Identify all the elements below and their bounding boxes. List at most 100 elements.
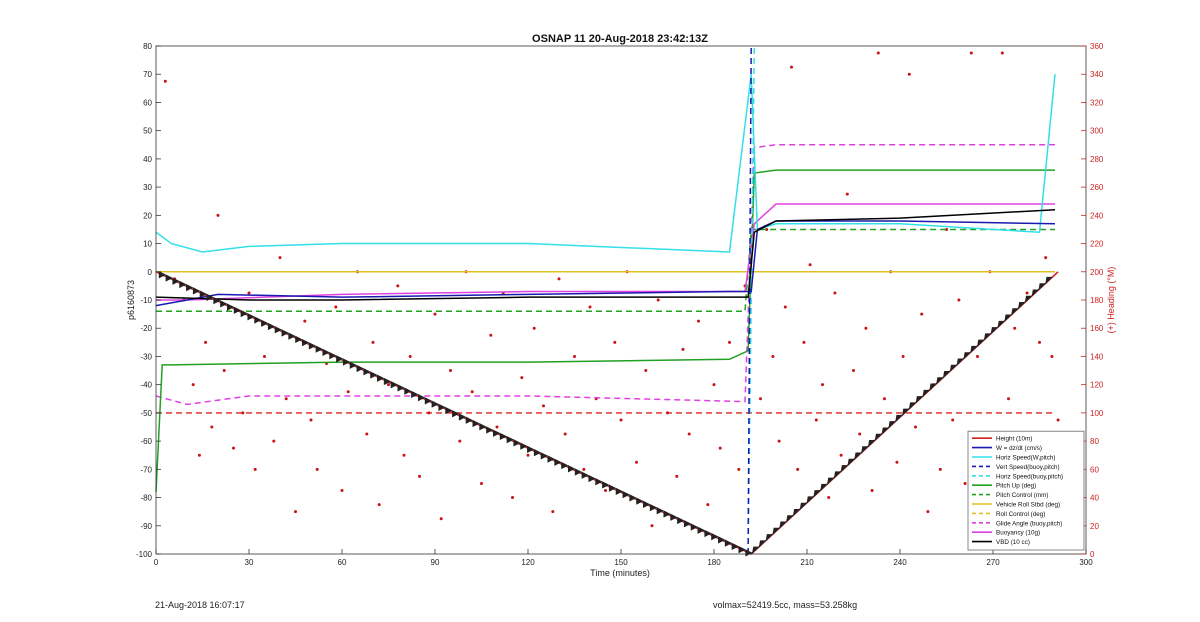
heading-point [526,453,530,457]
heading-point [588,305,592,309]
legend-box [967,430,1085,551]
heading-point [737,467,741,471]
y-tick-label: -80 [140,494,152,503]
height-marker [322,348,330,356]
height-marker [274,326,283,334]
heading-point [895,460,899,464]
height-marker [452,410,460,418]
height-marker [799,502,808,511]
heading-point [204,340,208,344]
height-marker [417,393,426,402]
height-marker [288,332,296,340]
heading-point [470,390,474,394]
height-marker [847,458,855,467]
heading-point [294,510,297,514]
y2-tick-label: 280 [1090,155,1104,164]
heading-point [951,418,955,422]
height-marker [561,461,569,470]
height-marker [370,371,378,379]
legend-label: Pitch Control (mm) [996,492,1048,499]
heading-point [771,354,775,358]
y2-tick-label: 300 [1090,127,1104,136]
height-marker [445,406,453,415]
height-marker [308,342,317,350]
height-marker [792,508,801,517]
x-tick-label: 240 [893,558,907,567]
heading-point [191,383,195,387]
series-line [155,144,1055,406]
heading-point [827,496,831,500]
height-marker [479,423,487,431]
y2-tick-label: 140 [1090,352,1104,361]
height-marker [786,515,794,523]
height-marker [649,503,658,512]
height-marker [997,320,1006,329]
heading-point [777,439,781,443]
height-marker [867,439,876,448]
height-marker [908,402,917,410]
heading-point [263,354,266,358]
height-marker [683,520,692,528]
height-marker [329,351,337,360]
series-line [747,45,752,555]
heading-point [1044,256,1048,260]
height-marker [949,364,958,373]
height-marker [895,414,903,423]
height-marker [670,513,678,521]
y-tick-label: 30 [143,183,152,192]
heading-point [870,489,874,492]
height-marker [595,478,603,486]
legend-label: Height (10m) [996,436,1032,443]
heading-point [796,467,800,471]
height-marker [711,533,719,541]
heading-point [604,489,607,492]
heading-point [675,474,679,478]
height-marker [295,335,303,344]
height-marker [861,446,869,454]
height-marker [922,389,931,398]
x-tick-label: 210 [800,558,814,567]
height-marker [302,338,310,347]
axes-layer: 0 30 60 90 120 150 180 210 240 270 300807060504030… [136,42,1104,567]
y2-tick-label: 260 [1090,183,1104,192]
height-marker [315,345,323,353]
height-marker [758,540,767,548]
height-marker [261,319,269,327]
x-tick-label: 0 [154,558,159,567]
heading-point [216,213,220,217]
heading-point [1050,354,1054,358]
x-tick-label: 270 [986,558,1000,567]
series-line [156,228,1055,313]
height-marker [247,313,255,321]
height-marker [486,426,494,434]
heading-point [1025,291,1029,295]
y-tick-label: 10 [143,240,152,249]
height-marker [874,433,883,442]
y-tick-label: -60 [140,437,152,446]
x-tick-label: 30 [245,558,254,567]
heading-point [1007,397,1010,401]
heading-point [839,453,843,457]
height-marker [574,468,583,476]
heading-point [619,418,623,422]
heading-point [706,503,710,507]
heading-point [210,425,214,429]
heading-point [582,467,586,471]
heading-point [408,354,412,358]
y2-tick-label: 80 [1090,437,1099,446]
x-tick-label: 90 [431,558,440,567]
height-marker [1011,308,1019,316]
x-tick-label: 60 [338,558,347,567]
x-tick-label: 300 [1079,558,1093,567]
heading-point [926,510,930,514]
y-tick-label: -70 [140,465,152,474]
height-marker [458,413,467,421]
height-marker [206,293,214,302]
height-marker [772,527,780,536]
heading-point [449,369,452,373]
y2-tick-label: 220 [1090,240,1104,249]
height-marker [615,487,624,496]
heading-point [377,503,381,507]
heading-point [718,446,722,450]
height-marker [751,546,760,555]
